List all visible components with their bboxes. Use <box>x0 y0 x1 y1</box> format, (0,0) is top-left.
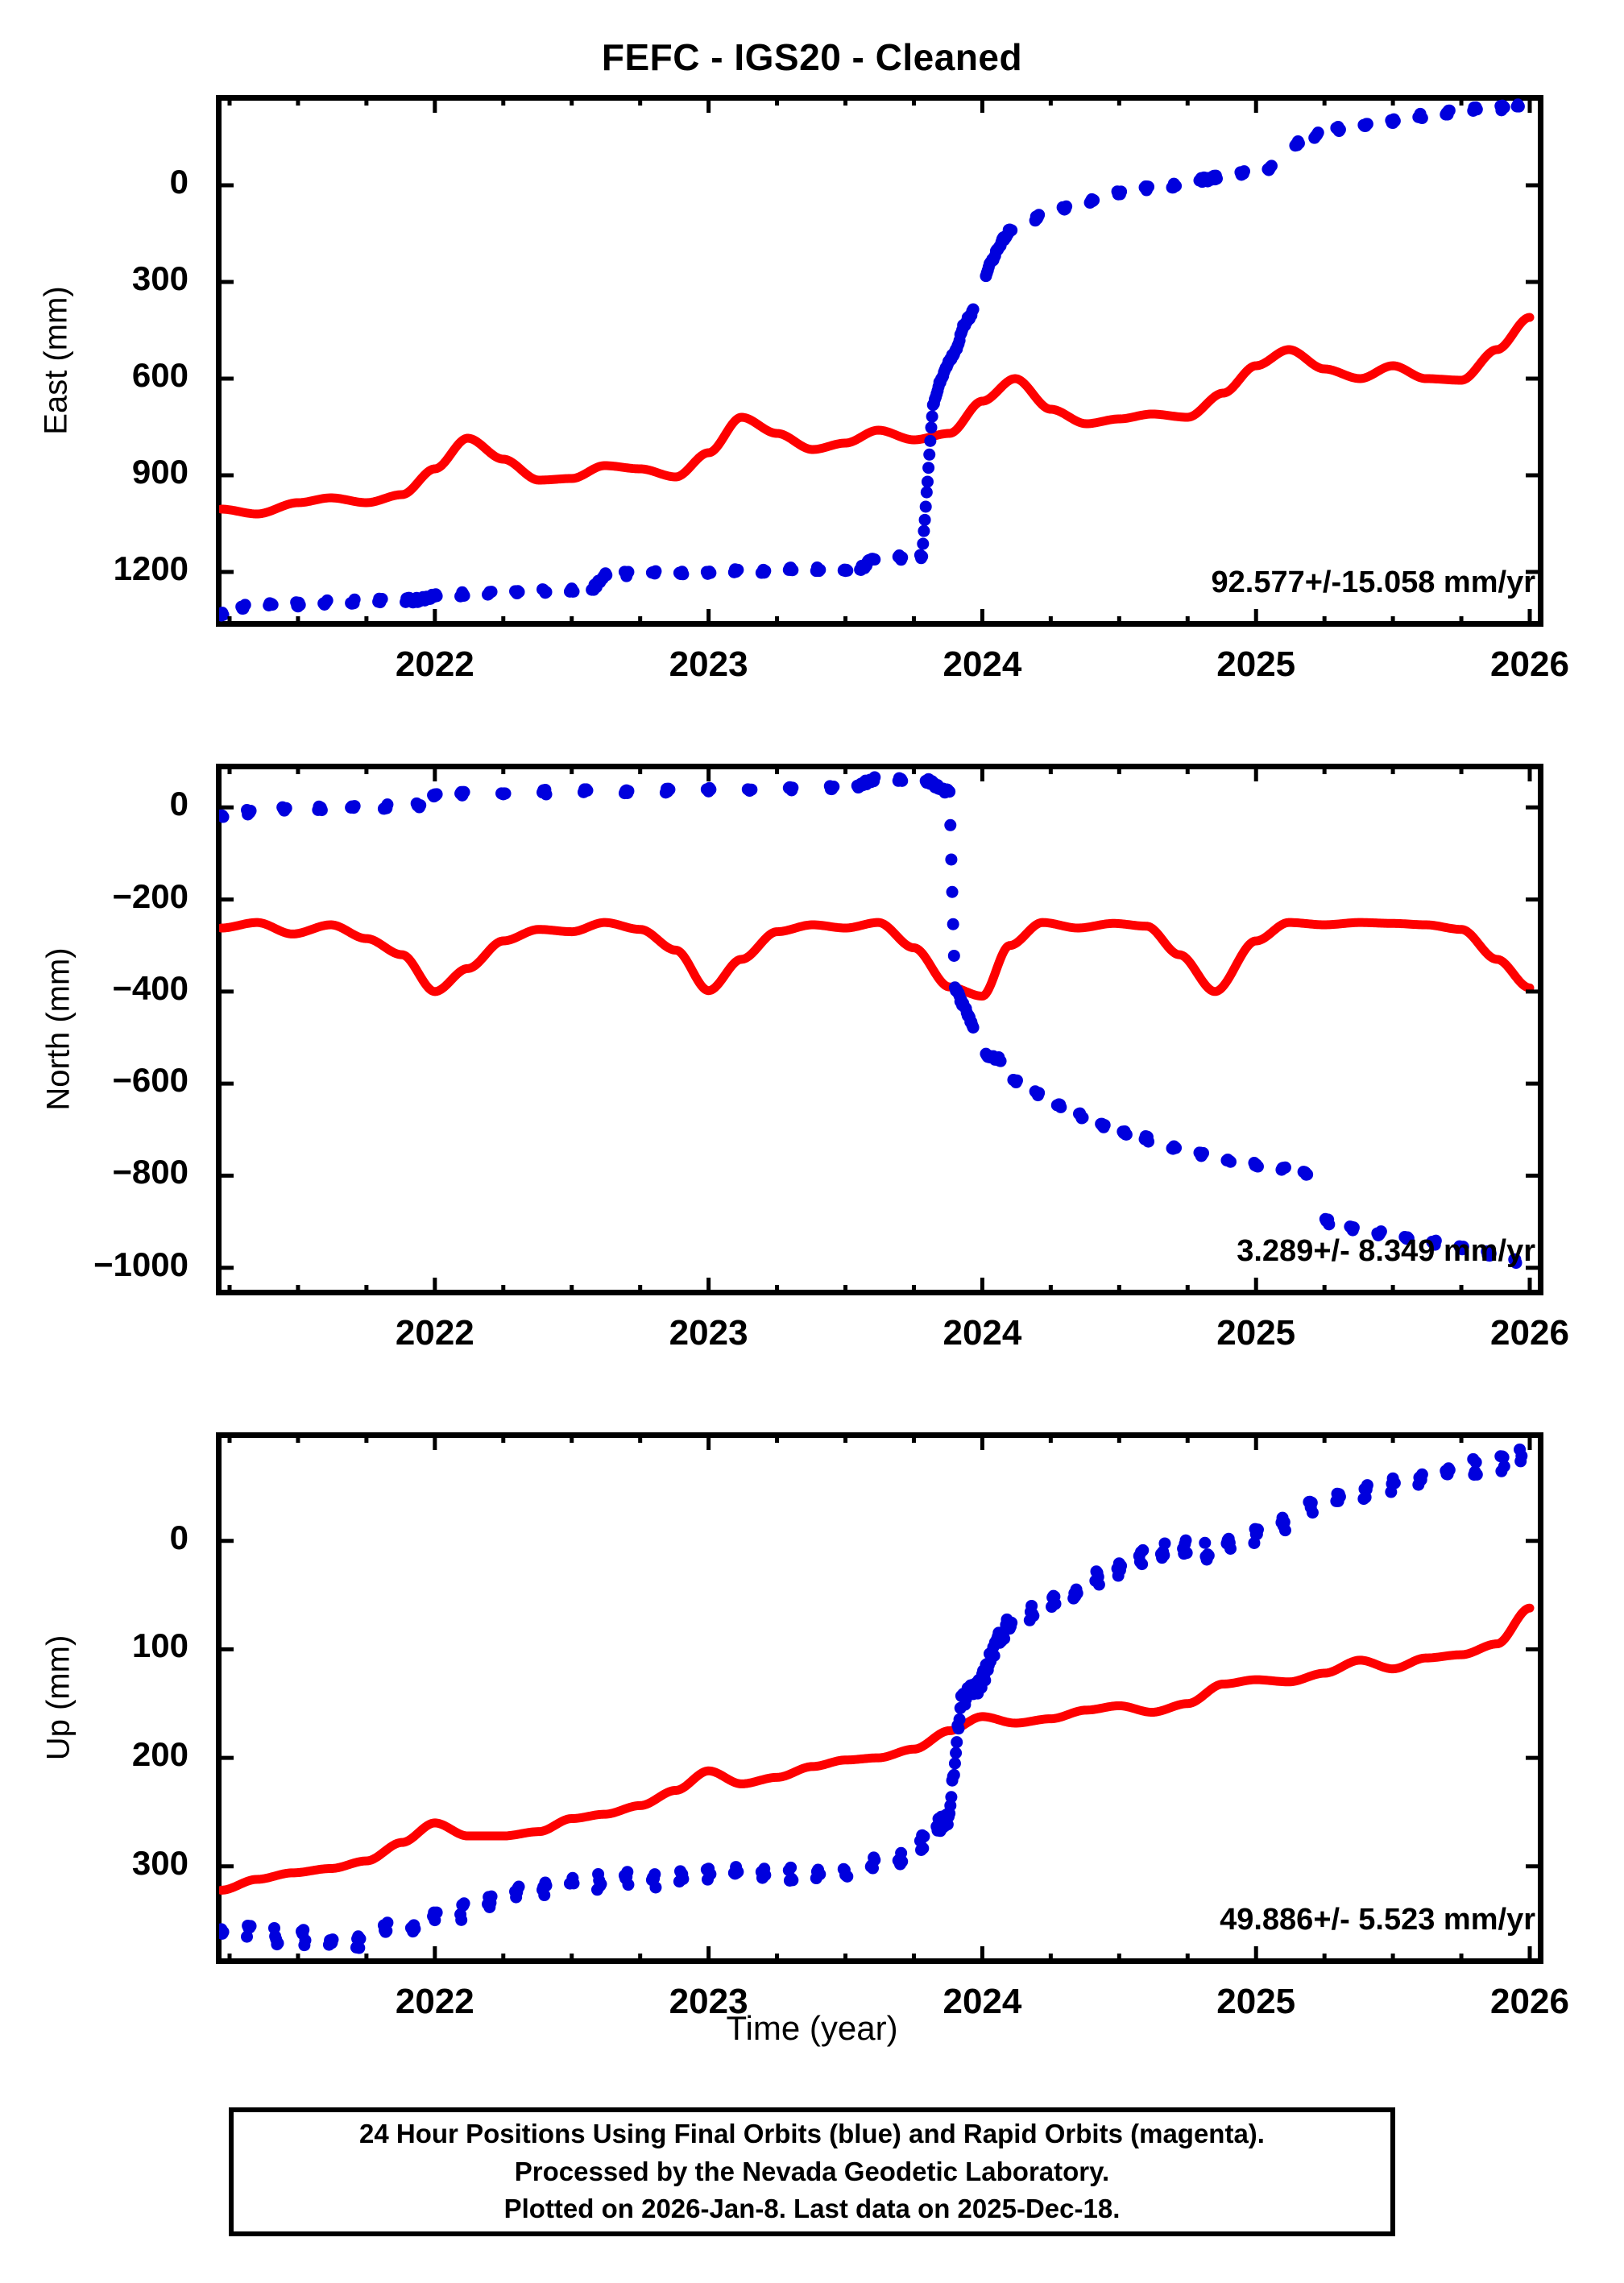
panel-north-plot <box>216 764 1543 1295</box>
panel-north-frame <box>216 764 1543 1295</box>
legend-line-2: Processed by the Nevada Geodetic Laborat… <box>514 2156 1110 2186</box>
x-tick-label: 2024 <box>942 1313 1022 1353</box>
y-tick-label: −200 <box>112 876 188 915</box>
panel-up: Up (mm) 49.886+/- 5.523 mm/yr 300 200 100 0… <box>0 1337 1624 2021</box>
y-tick-label: −600 <box>112 1061 188 1100</box>
panel-east-frame <box>216 95 1543 627</box>
x-tick-label: 2025 <box>1216 1982 1296 2021</box>
x-tick-label: 2025 <box>1216 644 1296 684</box>
x-tick-label: 2023 <box>669 644 748 684</box>
x-tick-label: 2023 <box>669 1313 748 1353</box>
x-tick-label: 2022 <box>395 1313 474 1353</box>
x-tick-label: 2026 <box>1490 644 1569 684</box>
y-tick-label: 0 <box>169 163 188 201</box>
y-tick-label: 300 <box>131 259 188 297</box>
x-tick-label: 2024 <box>942 1982 1022 2021</box>
y-tick-label: 100 <box>131 1626 188 1665</box>
y-tick-label: −400 <box>112 968 188 1007</box>
y-tick-label: −800 <box>112 1153 188 1191</box>
panel-up-rate: 49.886+/- 5.523 mm/yr <box>1220 1903 1535 1937</box>
y-tick-label: −1000 <box>93 1245 188 1283</box>
panel-north-ylabel: North (mm) <box>40 947 77 1111</box>
panel-up-plot <box>216 1432 1543 1964</box>
x-tick-label: 2025 <box>1216 1313 1296 1353</box>
page-title: FEFC - IGS20 - Cleaned <box>601 36 1023 78</box>
legend-line-3: Plotted on 2026-Jan-8. Last data on 2025… <box>503 2194 1121 2224</box>
panel-east-rate: 92.577+/-15.058 mm/yr <box>1211 566 1535 599</box>
x-tick-label: 2022 <box>395 1982 474 2021</box>
x-tick-label: 2022 <box>395 644 474 684</box>
panel-up-frame <box>216 1432 1543 1964</box>
y-tick-label: 200 <box>131 1735 188 1774</box>
panel-east-plot <box>216 95 1543 627</box>
y-tick-label: 600 <box>131 356 188 394</box>
legend-line-1: 24 Hour Positions Using Final Orbits (bl… <box>359 2118 1265 2148</box>
panel-north: North (mm) 3.289+/- 8.349 mm/yr 0 −200 −40… <box>0 669 1624 1353</box>
y-tick-label: 900 <box>131 453 188 491</box>
y-tick-label: 0 <box>169 1518 188 1556</box>
x-tick-label: 2026 <box>1490 1313 1569 1353</box>
x-axis-title: Time (year) <box>726 2009 898 2047</box>
y-tick-label: 0 <box>169 785 188 823</box>
x-tick-label: 2026 <box>1490 1982 1569 2021</box>
y-tick-label: 1200 <box>113 549 188 587</box>
x-tick-label: 2024 <box>942 644 1022 684</box>
y-tick-label: 300 <box>131 1843 188 1882</box>
legend-box: 24 Hour Positions Using Final Orbits (bl… <box>229 2107 1395 2236</box>
x-tick-label: 2023 <box>669 1982 748 2021</box>
panel-east: East (mm) 92.577+/-15.058 mm/yr 1200 900 6… <box>0 0 1624 684</box>
panel-north-rate: 3.289+/- 8.349 mm/yr <box>1237 1234 1535 1268</box>
